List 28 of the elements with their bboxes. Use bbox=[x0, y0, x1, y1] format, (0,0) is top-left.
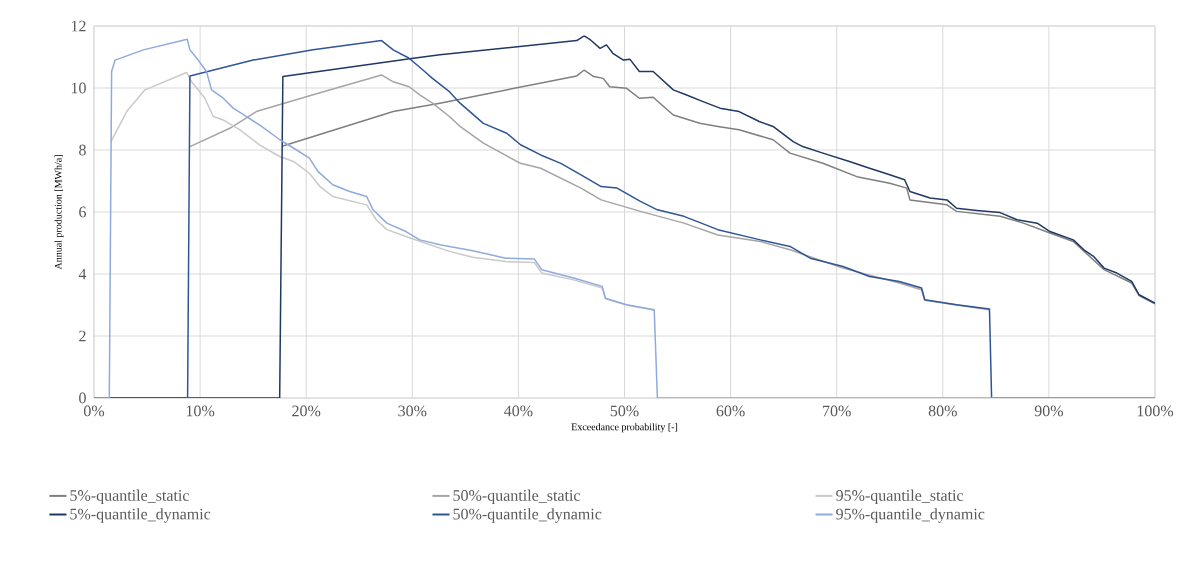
x-tick-label: 70% bbox=[823, 405, 851, 417]
x-tick-label: 20% bbox=[292, 405, 321, 417]
y-tick-label: 4 bbox=[78, 268, 87, 280]
x-tick-label: 10% bbox=[186, 405, 215, 417]
x-tick-label: 60% bbox=[716, 405, 745, 417]
x-tick-label: 100% bbox=[1137, 405, 1174, 417]
x-axis-title: Exceedance probability [-] bbox=[571, 423, 678, 433]
y-tick-label: 2 bbox=[79, 330, 86, 342]
y-tick-label: 8 bbox=[79, 144, 86, 156]
y-tick-label: 6 bbox=[79, 206, 87, 218]
line-series bbox=[110, 71, 655, 312]
y-tick-label: 10 bbox=[71, 82, 86, 94]
x-tick-label: 80% bbox=[928, 405, 957, 417]
legend-label: 95%-quantile_static bbox=[836, 489, 964, 505]
legend-label: 95%-quantile_dynamic bbox=[836, 508, 985, 523]
x-tick-label: 50% bbox=[610, 405, 639, 417]
line-series bbox=[282, 69, 1155, 305]
x-tick-label: 40% bbox=[504, 405, 533, 417]
y-tick-label: 0 bbox=[79, 392, 86, 404]
x-tick-label: 90% bbox=[1034, 405, 1064, 417]
y-tick-label: 12 bbox=[71, 20, 86, 32]
y-axis-title: Annual production [MWh/a] bbox=[54, 155, 64, 270]
x-tick-label: 30% bbox=[398, 405, 427, 417]
legend-label: 5%-quantile_static bbox=[70, 489, 189, 505]
legend-label: 50%-quantile_dynamic bbox=[453, 508, 602, 523]
legend-label: 50%-quantile_static bbox=[453, 489, 581, 505]
legend-label: 5%-quantile_dynamic bbox=[70, 508, 211, 523]
x-tick-label: 0% bbox=[83, 405, 105, 417]
